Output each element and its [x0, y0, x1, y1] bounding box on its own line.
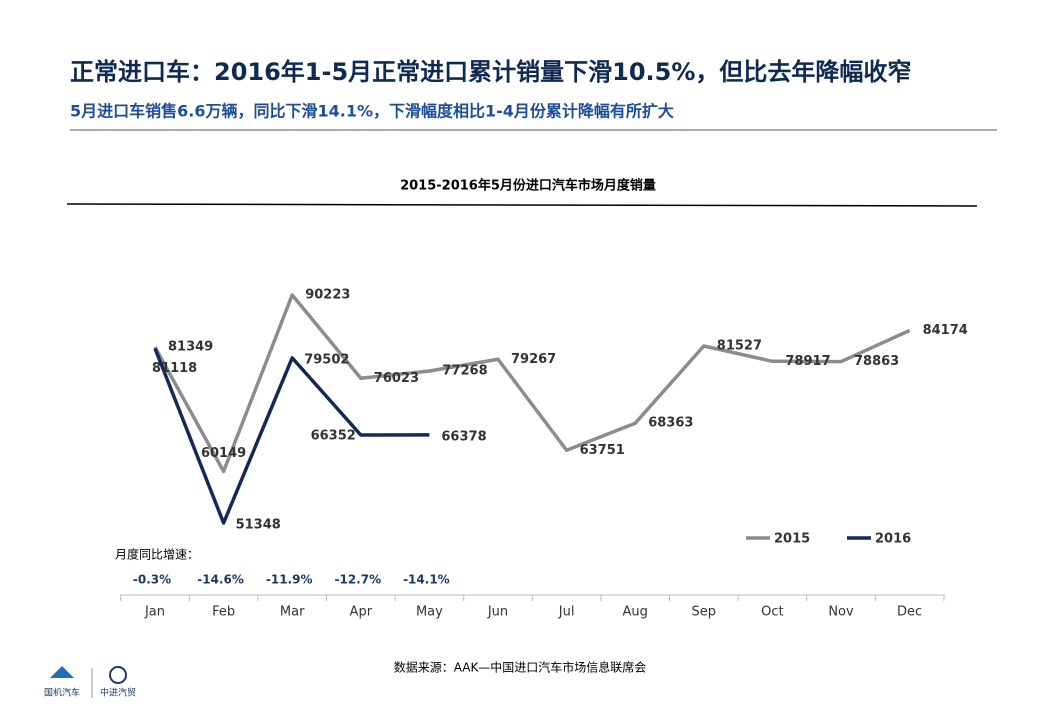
data-label: 60149 — [201, 446, 246, 461]
x-tick-label: Jan — [144, 605, 165, 620]
growth-value: -11.9% — [266, 573, 313, 587]
data-label: 79502 — [304, 352, 349, 367]
x-tick-label: Aug — [623, 605, 648, 620]
data-label: 68363 — [648, 416, 693, 431]
data-label: 66352 — [311, 429, 356, 444]
data-label: 78863 — [854, 354, 899, 369]
data-label: 78917 — [785, 354, 830, 369]
x-tick-label: Jul — [558, 605, 575, 620]
x-tick-label: Nov — [828, 605, 854, 620]
x-tick-label: Jun — [487, 605, 508, 620]
x-tick-label: Apr — [350, 605, 373, 620]
growth-value: -14.1% — [403, 573, 450, 587]
data-label: 81118 — [152, 361, 197, 376]
logo-text: 中进汽贸 — [100, 687, 136, 699]
data-label: 84174 — [923, 323, 968, 338]
growth-value: -12.7% — [334, 573, 381, 587]
data-label: 77268 — [442, 363, 487, 378]
data-label: 81527 — [717, 339, 762, 354]
chart-title: 2015-2016年5月份进口汽车市场月度销量 — [400, 178, 656, 194]
logo-icon — [50, 666, 74, 678]
data-label: 63751 — [580, 443, 625, 458]
x-tick-label: May — [416, 605, 443, 620]
logo: 国机汽车 中进汽贸 — [44, 666, 136, 699]
legend-label: 2016 — [875, 532, 911, 547]
data-label: 51348 — [236, 518, 281, 533]
series-line — [153, 293, 911, 474]
slide-title: 正常进口车：2016年1-5月正常进口累计销量下滑10.5%，但比去年降幅收窄 — [70, 58, 911, 86]
data-label: 90223 — [305, 288, 350, 303]
x-tick-label: Oct — [761, 605, 783, 620]
chart-title-rule — [66, 203, 978, 207]
series-line — [153, 347, 430, 525]
slide-subtitle: 5月进口车销售6.6万辆，同比下滑14.1%，下滑幅度相比1-4月份累计降幅有所… — [70, 102, 674, 121]
x-tick-label: Sep — [692, 605, 717, 620]
legend-label: 2015 — [774, 532, 810, 547]
growth-value: -0.3% — [133, 573, 171, 587]
data-label: 76023 — [374, 371, 419, 386]
growth-label: 月度同比增速： — [115, 547, 199, 562]
x-tick-label: Dec — [897, 605, 922, 620]
data-label: 81349 — [168, 340, 213, 355]
source-note: 数据来源：AAK—中国进口汽车市场信息联席会 — [394, 660, 647, 675]
data-label: 66378 — [441, 429, 486, 444]
x-tick-label: Mar — [280, 605, 305, 620]
x-tick-label: Feb — [212, 605, 235, 620]
logo-icon — [109, 666, 127, 684]
growth-value: -14.6% — [197, 573, 244, 587]
logo-text: 国机汽车 — [44, 687, 80, 699]
data-label: 79267 — [511, 352, 556, 367]
